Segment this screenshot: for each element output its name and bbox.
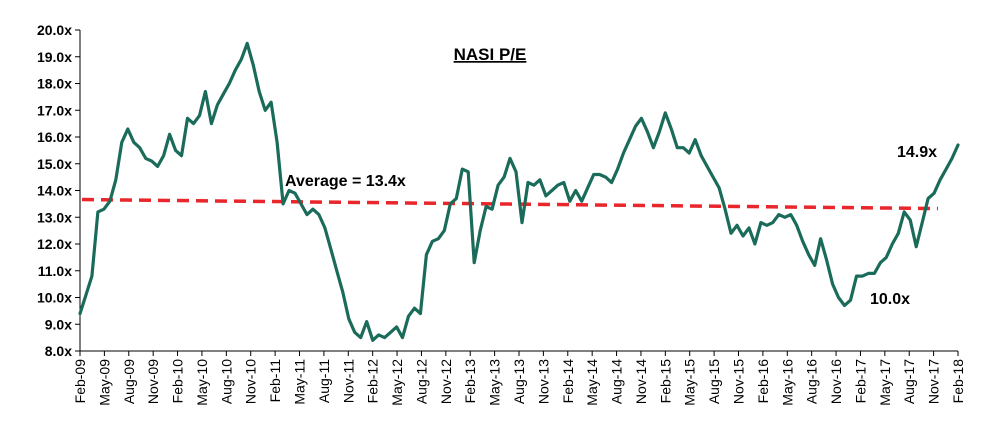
x-tick-label: Feb-10 <box>170 359 186 404</box>
series-group <box>78 41 960 342</box>
series-line-nasi-pe <box>78 41 960 342</box>
annotation-label: 14.9x <box>897 144 937 161</box>
x-tick-label: Aug-12 <box>413 359 429 404</box>
x-tick-label: Aug-13 <box>511 359 527 404</box>
y-tick-label: 20.0x <box>37 22 72 38</box>
x-tick-label: Nov-16 <box>828 359 844 404</box>
x-tick-label: Aug-14 <box>609 359 625 404</box>
average-line-group <box>81 197 939 211</box>
x-tick-label: May-16 <box>779 359 795 406</box>
x-tick-label: May-15 <box>682 359 698 406</box>
x-tick-label: Aug-10 <box>218 359 234 404</box>
x-tick-label: May-14 <box>584 359 600 406</box>
x-tick-label: May-10 <box>194 359 210 406</box>
x-tick-label: Nov-10 <box>243 359 259 404</box>
x-tick-label: Feb-11 <box>267 359 283 403</box>
y-tick-label: 9.0x <box>45 316 72 332</box>
y-tick-label: 18.0x <box>37 76 72 92</box>
average-line <box>81 197 939 211</box>
x-tick-label: May-09 <box>96 359 112 406</box>
x-tick-label: May-12 <box>389 359 405 406</box>
x-tick-label: Feb-16 <box>755 359 771 404</box>
labels-group: NASI P/E Average = 13.4x 14.9x 10.0x <box>285 45 937 308</box>
x-tick-label: Aug-11 <box>316 359 332 403</box>
annotation-label: 10.0x <box>870 291 910 308</box>
x-tick-label: Feb-17 <box>852 359 868 404</box>
x-tick-label: Nov-11 <box>340 359 356 403</box>
x-tick-label: Aug-09 <box>121 359 137 404</box>
average-label: Average = 13.4x <box>285 173 406 190</box>
x-tick-label: Feb-15 <box>657 359 673 404</box>
axes: 8.0x 9.0x 10.0x 11.0x 12.0x 13.0x 14.0x 15.0x 16… <box>37 22 966 406</box>
y-tick-label: 14.0x <box>37 183 72 199</box>
x-tick-label: May-11 <box>292 359 308 405</box>
x-tick-label: Nov-15 <box>731 359 747 404</box>
x-tick-label: Nov-13 <box>535 359 551 404</box>
x-tick-label: May-13 <box>487 359 503 406</box>
x-tick-label: Feb-12 <box>365 359 381 404</box>
y-tick-label: 17.0x <box>37 102 72 118</box>
x-tick-label: Feb-18 <box>950 359 966 404</box>
x-tick-label: Nov-17 <box>926 359 942 404</box>
x-tick-label: Feb-14 <box>560 359 576 404</box>
y-tick-label: 8.0x <box>45 343 72 359</box>
x-tick-label: Nov-09 <box>145 359 161 404</box>
x-tick-label: Nov-12 <box>438 359 454 404</box>
x-tick-label: Feb-09 <box>72 359 88 404</box>
y-tick-label: 13.0x <box>37 209 72 225</box>
x-tick-label: Feb-13 <box>462 359 478 404</box>
y-tick-label: 16.0x <box>37 129 72 145</box>
x-tick-label: Nov-14 <box>633 359 649 404</box>
y-tick-label: 19.0x <box>37 49 72 65</box>
x-tick-label: Aug-17 <box>901 359 917 404</box>
y-tick-label: 11.0x <box>38 263 72 279</box>
y-tick-label: 15.0x <box>37 156 72 172</box>
x-tick-label: May-17 <box>877 359 893 406</box>
y-tick-label: 12.0x <box>37 236 72 252</box>
x-tick-label: Aug-15 <box>706 359 722 404</box>
chart-title: NASI P/E <box>454 45 527 64</box>
y-tick-label: 10.0x <box>37 290 72 306</box>
x-tick-label: Aug-16 <box>804 359 820 404</box>
